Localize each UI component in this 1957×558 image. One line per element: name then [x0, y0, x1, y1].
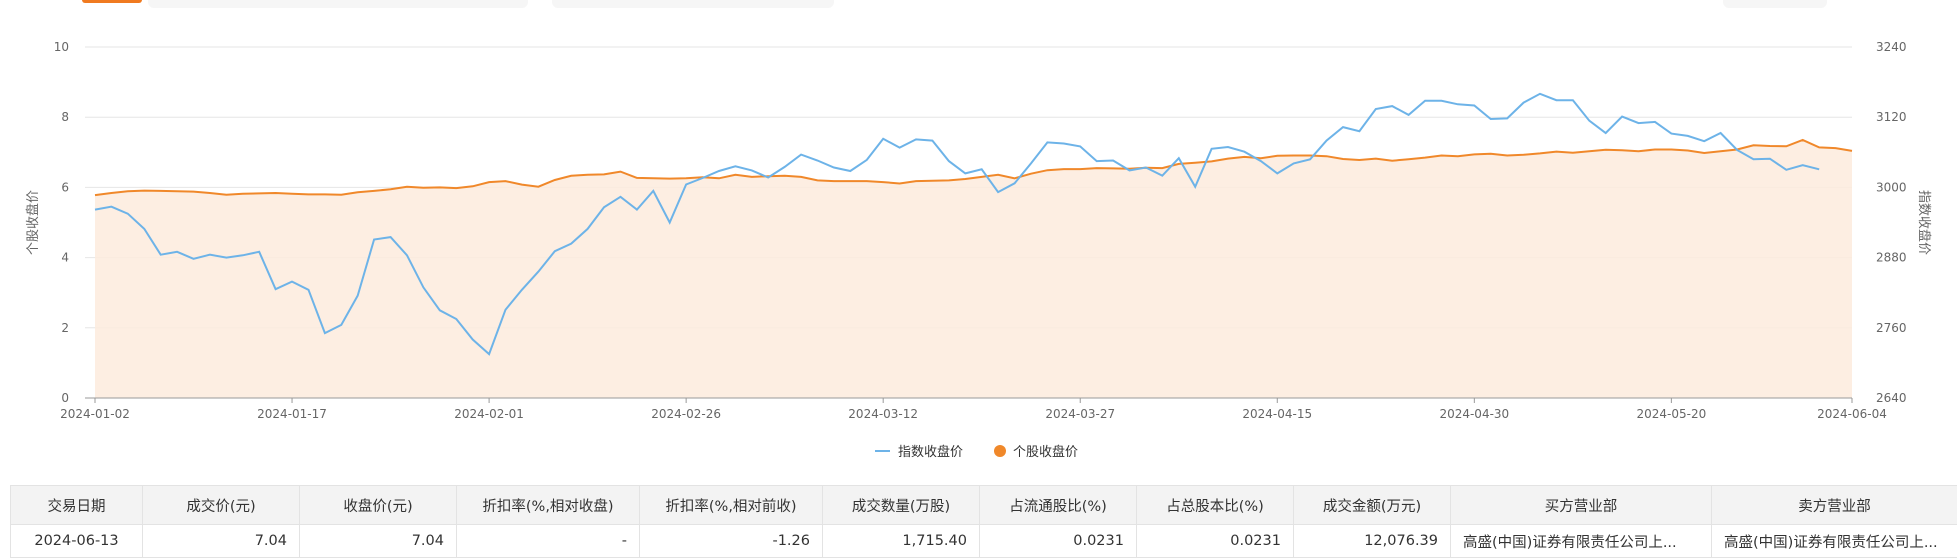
header-trade-date: 交易日期 — [11, 486, 143, 525]
cell-amount: 12,076.39 — [1294, 525, 1451, 558]
filter-field-1[interactable] — [148, 0, 528, 8]
cell-float-ratio: 0.0231 — [980, 525, 1137, 558]
y-right-tick-label: 3240 — [1876, 40, 1907, 54]
block-trade-table: 交易日期 成交价(元) 收盘价(元) 折扣率(%,相对收盘) 折扣率(%,相对前… — [10, 485, 1957, 558]
cell-total-ratio: 0.0231 — [1137, 525, 1294, 558]
y-left-tick-label: 8 — [61, 110, 69, 124]
price-chart: 10 8 6 4 2 0 3240 3120 3000 2880 2760 2640 2024-01-0… — [0, 20, 1957, 460]
cell-discount-close: - — [457, 525, 640, 558]
y-left-tick-label: 6 — [61, 180, 69, 194]
x-tick-label: 2024-03-12 — [848, 407, 918, 421]
header-seller: 卖方营业部 — [1712, 486, 1957, 525]
active-tab-indicator[interactable] — [82, 0, 142, 3]
cell-deal-price: 7.04 — [143, 525, 300, 558]
cell-trade-date: 2024-06-13 — [11, 525, 143, 558]
y-left-tick-label: 0 — [61, 391, 69, 405]
header-discount-prev: 折扣率(%,相对前收) — [640, 486, 823, 525]
toolbar-button[interactable] — [1723, 0, 1827, 8]
header-amount: 成交金额(万元) — [1294, 486, 1451, 525]
y-right-axis-title: 指数收盘价 — [1916, 190, 1932, 255]
y-right-tick-label: 2880 — [1876, 251, 1907, 265]
y-right-tick-label: 2640 — [1876, 391, 1907, 405]
x-tick-label: 2024-02-01 — [454, 407, 524, 421]
header-buyer: 买方营业部 — [1451, 486, 1712, 525]
y-right-tick-label: 3000 — [1876, 180, 1907, 194]
header-close-price: 收盘价(元) — [300, 486, 457, 525]
y-right-tick-label: 2760 — [1876, 321, 1907, 335]
x-tick-label: 2024-03-27 — [1045, 407, 1115, 421]
y-left-tick-label: 2 — [61, 321, 69, 335]
cell-discount-prev: -1.26 — [640, 525, 823, 558]
y-left-tick-label: 4 — [61, 251, 69, 265]
legend-stock-swatch — [994, 445, 1006, 457]
x-tick-label: 2024-04-30 — [1439, 407, 1509, 421]
chart-container: 10 8 6 4 2 0 3240 3120 3000 2880 2760 2640 2024-01-0… — [0, 20, 1957, 460]
header-discount-close: 折扣率(%,相对收盘) — [457, 486, 640, 525]
table-row[interactable]: 2024-06-13 7.04 7.04 - -1.26 1,715.40 0.… — [11, 525, 1957, 558]
y-left-axis-title: 个股收盘价 — [25, 190, 41, 255]
header-float-ratio: 占流通股比(%) — [980, 486, 1137, 525]
y-right-tick-label: 3120 — [1876, 110, 1907, 124]
y-left-tick-label: 10 — [54, 40, 69, 54]
legend-index-label: 指数收盘价 — [898, 444, 963, 460]
cell-close-price: 7.04 — [300, 525, 457, 558]
filter-field-2[interactable] — [552, 0, 834, 8]
header-deal-price: 成交价(元) — [143, 486, 300, 525]
x-tick-label: 2024-04-15 — [1242, 407, 1312, 421]
cell-buyer[interactable]: 高盛(中国)证券有限责任公司上... — [1451, 525, 1712, 558]
table-header-row: 交易日期 成交价(元) 收盘价(元) 折扣率(%,相对收盘) 折扣率(%,相对前… — [11, 486, 1957, 525]
top-toolbar — [0, 0, 1957, 10]
cell-seller[interactable]: 高盛(中国)证券有限责任公司上... — [1712, 525, 1957, 558]
x-tick-label: 2024-05-20 — [1636, 407, 1706, 421]
x-tick-label: 2024-01-17 — [257, 407, 327, 421]
x-tick-label: 2024-02-26 — [651, 407, 721, 421]
cell-volume: 1,715.40 — [823, 525, 980, 558]
x-tick-label: 2024-06-04 — [1817, 407, 1887, 421]
legend-stock-label: 个股收盘价 — [1013, 444, 1078, 460]
x-tick-label: 2024-01-02 — [60, 407, 130, 421]
header-total-ratio: 占总股本比(%) — [1137, 486, 1294, 525]
header-volume: 成交数量(万股) — [823, 486, 980, 525]
